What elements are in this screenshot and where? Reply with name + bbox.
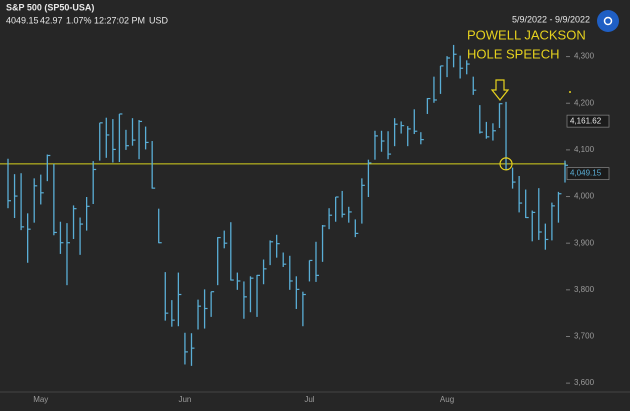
quote-last: 4049.15 (6, 15, 39, 25)
price-label-box (566, 114, 610, 128)
y-tick-label: 3,900 (574, 238, 595, 247)
y-tick-label: 3,800 (574, 285, 595, 294)
price-label: 4,161.62 (570, 116, 602, 125)
x-tick-label: Jul (304, 395, 314, 404)
settings-button[interactable] (597, 10, 619, 32)
settings-glyph (603, 16, 613, 26)
y-tick-label: 3,700 (574, 332, 595, 341)
price-label: 4,049.15 (570, 169, 602, 178)
annotation-arrow (490, 79, 510, 101)
chart-title: S&P 500 (SP50-USA) (6, 2, 94, 12)
quote-time: 12:27:02 PM (94, 15, 145, 25)
y-tick-label: 4,200 (574, 98, 595, 107)
x-tick-label: Aug (440, 395, 454, 404)
price-label-box (566, 167, 610, 180)
marker-dot (569, 91, 571, 93)
date-range: 5/9/2022 - 9/9/2022 (512, 14, 590, 24)
quote-change-pct: 1.07% (66, 15, 92, 25)
x-tick-label: May (33, 395, 48, 404)
y-tick-label: 4,300 (574, 52, 595, 61)
quote-change: 42.97 (40, 15, 63, 25)
x-tick-label: Jun (178, 395, 191, 404)
annotation-line: HOLE SPEECH (467, 46, 559, 61)
y-tick-label: 4,100 (574, 145, 595, 154)
quote-currency: USD (149, 15, 169, 25)
annotation-line: POWELL JACKSON (467, 27, 586, 42)
settings-icon (597, 10, 619, 32)
annotation-circle (499, 157, 513, 171)
y-tick-label: 4,000 (574, 192, 595, 201)
y-tick-label: 3,600 (574, 378, 595, 387)
